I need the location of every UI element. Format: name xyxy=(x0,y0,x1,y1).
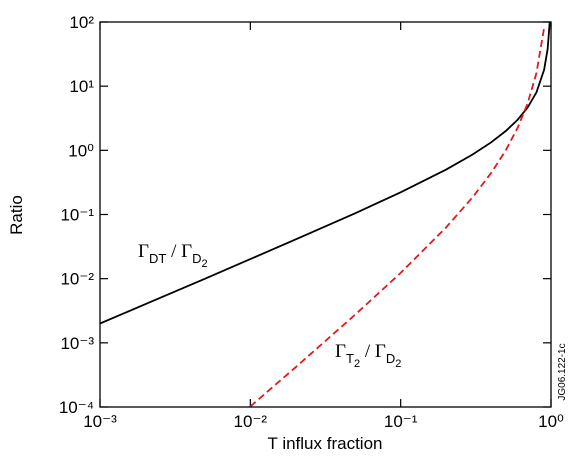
annotation: ΓDT / ΓD2 xyxy=(138,241,208,270)
y-tick-label: 10⁰ xyxy=(68,141,94,160)
x-axis-label: T influx fraction xyxy=(268,434,383,453)
annotation-part: DT xyxy=(149,251,166,266)
y-tick-label: 10⁻¹ xyxy=(60,206,94,225)
annotation-part: D xyxy=(386,351,395,366)
plot-frame xyxy=(99,21,552,408)
annotation-part: / Γ xyxy=(360,341,386,362)
y-tick-label: 10² xyxy=(69,13,94,32)
x-tick-label: 10⁻³ xyxy=(83,412,117,431)
x-tick-label: 10⁻¹ xyxy=(384,412,418,431)
annotation-part: / Γ xyxy=(166,241,192,262)
x-tick-label: 10⁰ xyxy=(538,412,564,431)
x-tick-label: 10⁻² xyxy=(234,412,268,431)
annotation-part: 2 xyxy=(201,258,207,270)
annotation-part: 2 xyxy=(354,358,360,370)
y-tick-label: 10⁻³ xyxy=(60,334,94,353)
y-tick-label: 10⁻² xyxy=(60,270,94,289)
y-tick-label: 10¹ xyxy=(69,77,94,96)
annotation-part: Γ xyxy=(138,241,149,262)
annotation-part: D xyxy=(192,251,201,266)
figure-id: JG06.122-1c xyxy=(557,343,568,400)
data-line xyxy=(249,27,546,407)
annotation-part: T xyxy=(346,351,354,366)
annotation: ΓT2 / ΓD2 xyxy=(335,341,401,370)
y-axis-label: Ratio xyxy=(7,195,26,235)
annotation-part: 2 xyxy=(395,358,401,370)
data-line xyxy=(100,22,551,325)
y-tick-label: 10⁻⁴ xyxy=(59,398,94,417)
annotation-part: Γ xyxy=(335,341,346,362)
